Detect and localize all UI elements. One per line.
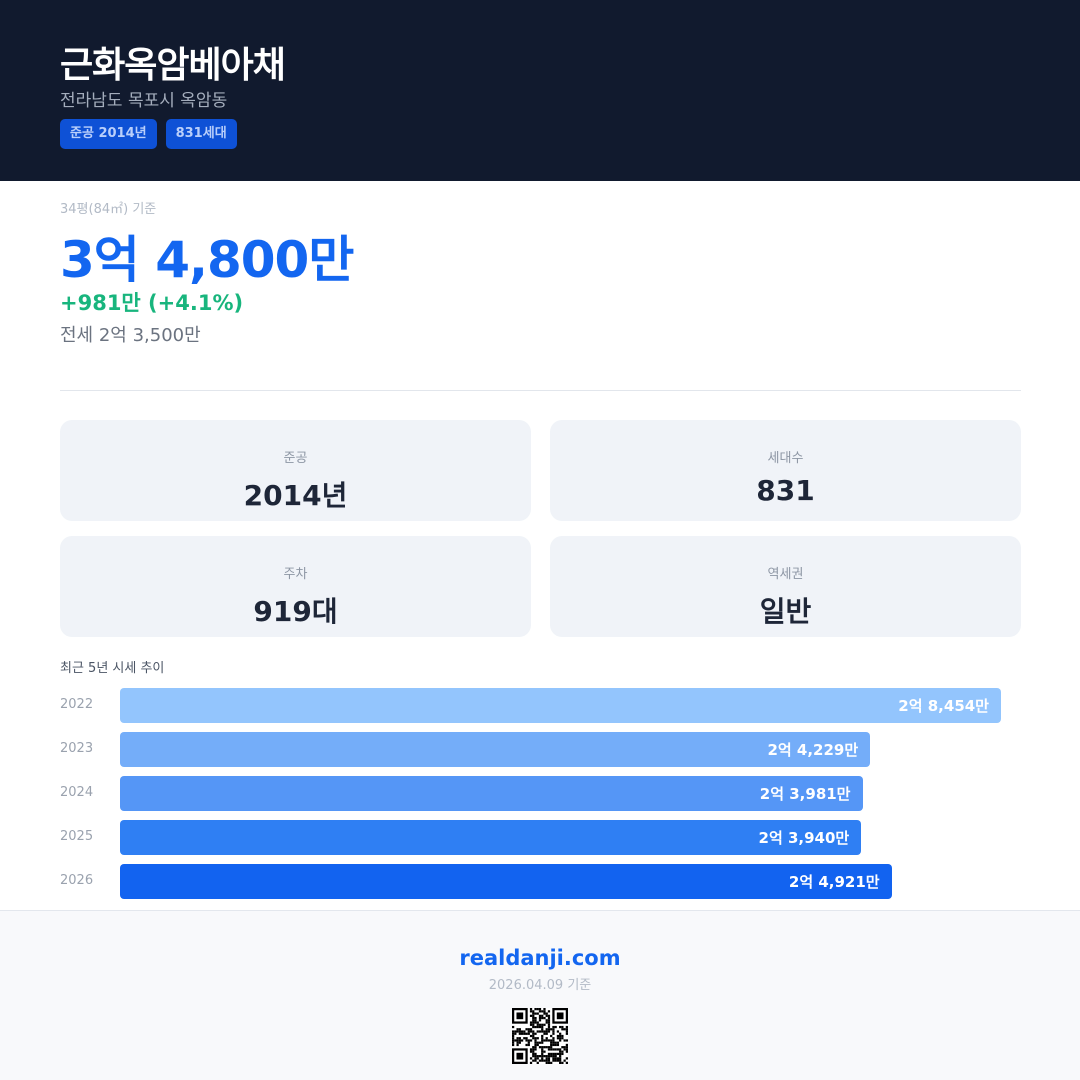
stat-label: 주차 (283, 567, 308, 582)
trend-row: 2022 2억 8,454만 (60, 688, 1020, 723)
stat-value: 일반 (759, 595, 812, 628)
trend-value: 2억 8,454만 (898, 697, 989, 715)
households-badge: 831세대 (165, 119, 237, 149)
trend-bar: 2억 4,229만 (120, 732, 871, 767)
trend-title: 최근 5년 시세 추이 (60, 661, 165, 676)
stat-value: 831 (756, 474, 815, 507)
site-link[interactable]: realdanji.com (459, 946, 621, 970)
trend-bar: 2억 3,981만 (120, 776, 863, 811)
stat-card-built: 준공 2014년 (60, 420, 531, 521)
trend-value: 2억 3,981만 (759, 785, 851, 803)
trend-row: 2026 2억 4,921만 (60, 864, 1020, 899)
stat-card-households: 세대수 831 (550, 420, 1021, 521)
footer: realdanji.com 2026.04.09 기준 (0, 910, 1080, 1080)
price-change: +981만 (+4.1%) (60, 291, 244, 315)
stat-label: 역세권 (767, 567, 804, 582)
divider (60, 390, 1021, 391)
qr-code-icon[interactable] (512, 1008, 568, 1064)
stat-label: 준공 (283, 451, 308, 466)
address: 전라남도 목포시 옥암동 (60, 91, 228, 111)
header: 근화옥암베아채 전라남도 목포시 옥암동 준공 2014년 831세대 (0, 0, 1080, 181)
trend-value: 2억 4,229만 (767, 741, 859, 759)
trend-year: 2026 (60, 873, 94, 888)
reference-date: 2026.04.09 기준 (488, 978, 592, 993)
stat-label: 세대수 (767, 451, 804, 466)
trend-year: 2023 (60, 741, 94, 756)
trend-bar: 2억 3,940만 (120, 820, 862, 855)
trend-row: 2023 2억 4,229만 (60, 732, 1020, 767)
trend-value: 2억 4,921만 (788, 873, 880, 891)
trend-year: 2024 (60, 785, 94, 800)
built-year-badge: 준공 2014년 (60, 119, 157, 149)
trend-bar: 2억 4,921만 (120, 864, 892, 899)
stat-card-parking: 주차 919대 (60, 536, 531, 637)
sale-price: 3억 4,800만 (60, 231, 354, 289)
stat-value: 2014년 (243, 479, 348, 512)
trend-bar: 2억 8,454만 (120, 688, 1001, 723)
trend-value: 2억 3,940만 (758, 829, 850, 847)
trend-year: 2022 (60, 697, 94, 712)
trend-row: 2025 2억 3,940만 (60, 820, 1020, 855)
trend-year: 2025 (60, 829, 94, 844)
jeonse-price: 전세 2억 3,500만 (60, 325, 201, 346)
trend-row: 2024 2억 3,981만 (60, 776, 1020, 811)
price-basis: 34평(84㎡) 기준 (60, 202, 157, 217)
complex-title: 근화옥암베아채 (60, 45, 286, 86)
stat-value: 919대 (253, 595, 338, 628)
